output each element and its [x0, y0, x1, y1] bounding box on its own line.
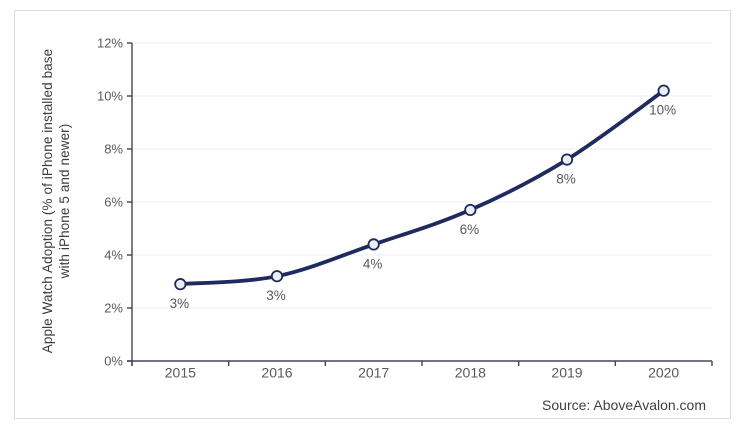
y-tick-label: 6%: [104, 195, 123, 210]
data-point: [367, 238, 380, 251]
data-point-label: 10%: [649, 103, 676, 118]
y-tick-label: 12%: [97, 36, 123, 51]
y-tick-label: 10%: [97, 89, 123, 104]
y-tick-label: 0%: [104, 354, 123, 369]
data-point: [560, 153, 574, 166]
source-text: Source: AboveAvalon.com: [542, 397, 706, 413]
data-point-label: 4%: [363, 256, 383, 271]
data-point-label: 6%: [460, 222, 480, 237]
x-tick-label: 2017: [358, 365, 389, 381]
y-tick-label: 2%: [104, 301, 123, 316]
x-tick-label: 2019: [551, 365, 582, 381]
line-chart-svg: 0% 2% 4% 6% 8% 10% 12% 2015 2016 2017 2018 2019 2020…: [97, 36, 713, 381]
y-tick-label: 8%: [104, 142, 123, 157]
data-point-label: 3%: [266, 288, 286, 303]
data-point: [657, 84, 670, 97]
chart-container: Apple Watch Adoption (% of iPhone instal…: [14, 10, 731, 419]
data-point: [464, 203, 477, 217]
data-point: [270, 270, 284, 283]
x-tick-label: 2018: [455, 365, 486, 381]
x-tick-label: 2020: [648, 365, 679, 381]
data-point-label: 8%: [556, 172, 576, 187]
y-tick-label: 4%: [104, 248, 123, 263]
data-point: [174, 278, 187, 291]
data-point-label: 3%: [170, 296, 190, 311]
x-tick-label: 2015: [165, 365, 196, 381]
x-tick-label: 2016: [261, 365, 292, 381]
